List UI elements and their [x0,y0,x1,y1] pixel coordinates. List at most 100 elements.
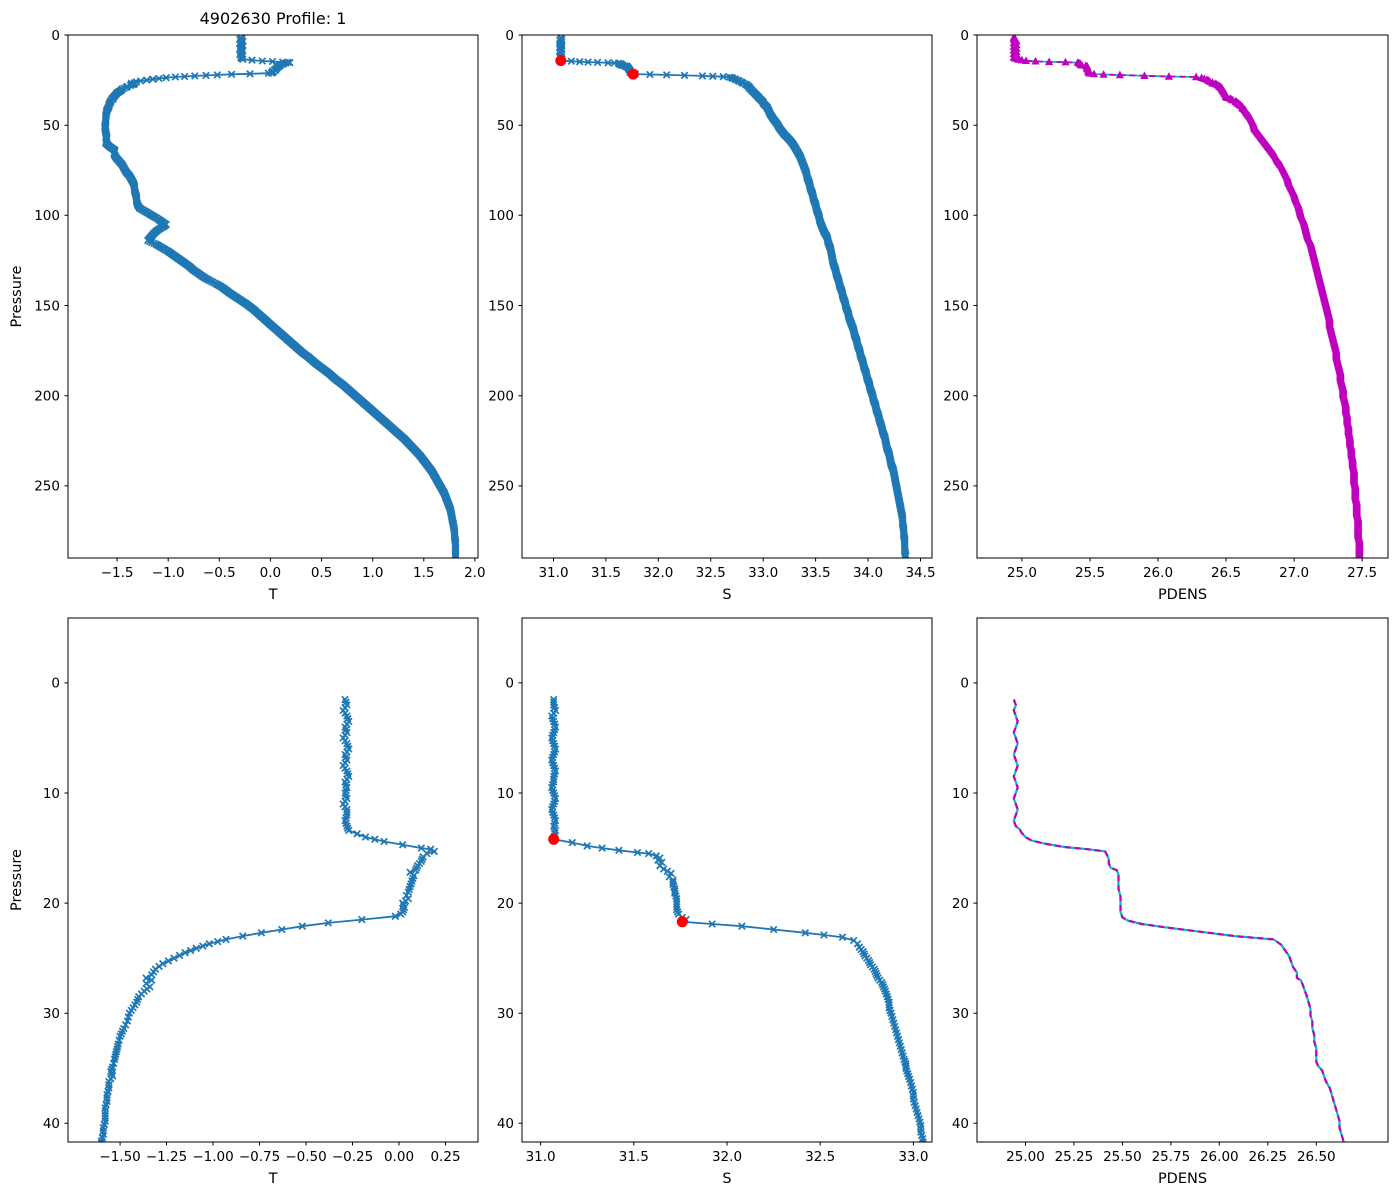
x-tick-label: 32.5 [805,1149,835,1165]
axes-spines [521,34,933,559]
axes-background [977,35,1388,558]
x-tick-label: −0.75 [239,1149,280,1165]
y-tick-label: 200 [943,389,969,405]
x-tick-label: −1.0 [152,565,185,581]
x-axis: −1.5 −1.0 −0.5 0.0 0.5 1.0 1.5 2.0 [101,558,486,581]
x-tick-label: 34.5 [905,565,935,581]
data-series [555,35,910,558]
qc-flag-red-dot [548,833,560,845]
x-tick-label: 26.00 [1200,1149,1239,1165]
qc-flag-red-dot [627,68,639,80]
x-tick-marks [119,1142,446,1146]
y-tick-label: 30 [43,1006,60,1022]
y-tick-label: 200 [34,389,60,405]
plot-temperature-full: −1.5 −1.0 −0.5 0.0 0.5 1.0 1.5 2.0 0 50 100 150 200 2… [9,9,486,603]
x-tick-label: 1.5 [413,565,434,581]
x-tick-label: 25.00 [1006,1149,1045,1165]
x-tick-label: −1.5 [101,565,134,581]
qc-flag-red-dot [676,916,688,928]
x-tick-label: 32.0 [712,1149,742,1165]
y-tick-marks [64,682,68,1124]
x-tick-label: 26.50 [1297,1149,1336,1165]
axes-spines [67,34,479,559]
x-axis-label: T [268,1171,278,1187]
y-tick-label: 250 [488,479,514,495]
x-tick-marks [553,558,921,562]
x-axis-label: S [722,587,731,603]
x-tick-label: 26.5 [1211,565,1241,581]
y-axis: 0 50 100 150 200 250 [943,28,977,495]
x-tick-label: 0.25 [430,1149,460,1165]
y-tick-label: 0 [51,676,60,692]
x-tick-label: 31.0 [526,1149,556,1165]
y-tick-label: 100 [488,208,514,224]
x-axis: −1.50 −1.25 −1.00 −0.75 −0.50 −0.25 0.00 0.25 [99,1142,461,1165]
x-tick-label: 31.5 [591,565,621,581]
y-tick-marks [973,34,977,487]
y-tick-label: 30 [952,1006,969,1022]
data-series [1012,699,1345,1142]
y-tick-label: 50 [497,118,514,134]
y-axis-label: Pressure [9,849,25,911]
data-series [100,35,460,558]
x-tick-label: −0.25 [332,1149,373,1165]
x-tick-label: 27.0 [1279,565,1309,581]
x-axis-label: PDENS [1158,587,1207,603]
x-tick-marks [116,558,476,562]
y-axis: 0 50 100 150 200 250 [34,28,68,495]
x-axis-label: T [268,587,278,603]
y-tick-label: 150 [943,298,969,314]
x-tick-label: 33.0 [898,1149,928,1165]
x-markers [100,35,460,558]
x-tick-label: 32.5 [696,565,726,581]
y-tick-label: 40 [952,1116,969,1132]
x-tick-label: 32.0 [643,565,673,581]
y-tick-label: 10 [952,786,969,802]
axes-spines [67,617,479,1143]
y-tick-label: 30 [497,1006,514,1022]
x-axis: 31.0 31.5 32.0 32.5 33.0 33.5 34.0 34.5 [538,558,936,581]
x-tick-label: 2.0 [464,565,485,581]
y-tick-label: 0 [960,28,969,44]
y-tick-label: 40 [43,1116,60,1132]
x-tick-label: 31.5 [619,1149,649,1165]
x-tick-label: 31.0 [538,565,568,581]
x-axis: 25.00 25.25 25.50 25.75 26.00 26.25 26.50 [1006,1142,1336,1165]
y-axis: 0 10 20 30 40 [497,676,522,1132]
x-tick-label: −1.50 [99,1149,140,1165]
y-tick-label: 150 [34,298,60,314]
y-tick-marks [973,682,977,1124]
y-tick-label: 250 [943,479,969,495]
x-markers [555,35,910,558]
y-tick-label: 200 [488,389,514,405]
x-axis-label: S [722,1171,731,1187]
axes-spines [976,617,1389,1143]
x-tick-label: 1.0 [362,565,383,581]
plot-salinity-zoom: 31.0 31.5 32.0 32.5 33.0 0 10 20 30 40 S [497,617,933,1187]
axes-spines [976,34,1389,559]
x-tick-label: 25.50 [1103,1149,1142,1165]
y-tick-label: 250 [34,479,60,495]
axes-background [522,618,932,1142]
x-tick-marks [540,1142,914,1146]
axes-background [68,618,478,1142]
x-tick-label: 34.0 [853,565,883,581]
x-axis-label: PDENS [1158,1171,1207,1187]
axes-background [522,35,932,558]
y-tick-marks [64,34,68,487]
plot-salinity-full: 31.0 31.5 32.0 32.5 33.0 33.5 34.0 34.5 0 50 100 15… [488,28,935,603]
x-tick-marks [1021,558,1363,562]
y-axis: 0 10 20 30 40 [43,676,68,1132]
y-tick-label: 20 [43,896,60,912]
x-tick-label: −1.00 [192,1149,233,1165]
y-axis-label: Pressure [9,265,25,327]
x-tick-label: −1.25 [146,1149,187,1165]
y-tick-label: 0 [960,676,969,692]
x-tick-label: 26.25 [1248,1149,1287,1165]
plot-temperature-zoom: −1.50 −1.25 −1.00 −0.75 −0.50 −0.25 0.00 0.25 0 1… [9,617,479,1187]
data-series [547,695,927,1142]
y-tick-label: 100 [943,208,969,224]
x-tick-label: 27.5 [1347,565,1377,581]
x-tick-label: 0.5 [311,565,332,581]
plot-title: 4902630 Profile: 1 [200,9,347,28]
